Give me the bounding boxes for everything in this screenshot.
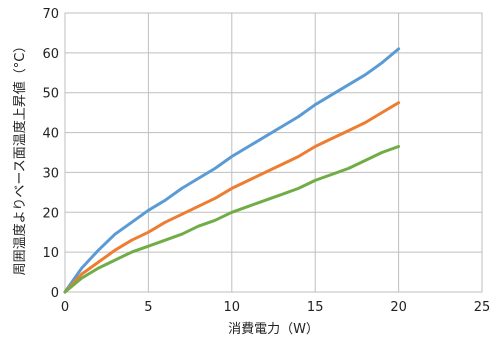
x-tick-label: 15 <box>307 300 324 315</box>
chart-grid <box>64 12 483 293</box>
plot-frame <box>64 12 483 293</box>
x-tick-labels: 0 5 10 15 20 25 <box>61 300 490 315</box>
y-tick-label: 50 <box>42 87 59 102</box>
y-axis-title: 周囲温度よりベース面温度上昇値（°C） <box>12 40 28 276</box>
y-tick-label: 40 <box>42 127 59 142</box>
y-tick-label: 30 <box>42 166 59 181</box>
x-axis-title: 消費電力（W） <box>228 322 319 337</box>
y-tick-label: 70 <box>42 7 59 22</box>
series-line-2 <box>63 101 401 294</box>
x-tick-label: 0 <box>61 300 69 315</box>
x-tick-label: 5 <box>144 300 152 315</box>
y-tick-label: 0 <box>51 286 59 301</box>
series-layer <box>63 47 401 294</box>
series-line-3 <box>63 145 401 294</box>
y-tick-label: 60 <box>42 47 59 62</box>
x-tick-label: 20 <box>390 300 407 315</box>
y-tick-labels: 0 10 20 30 40 50 60 70 <box>42 7 59 301</box>
series-line-1 <box>63 47 401 294</box>
x-tick-label: 25 <box>474 300 491 315</box>
y-tick-label: 20 <box>42 206 59 221</box>
y-tick-label: 10 <box>42 246 59 261</box>
x-tick-label: 10 <box>224 300 241 315</box>
